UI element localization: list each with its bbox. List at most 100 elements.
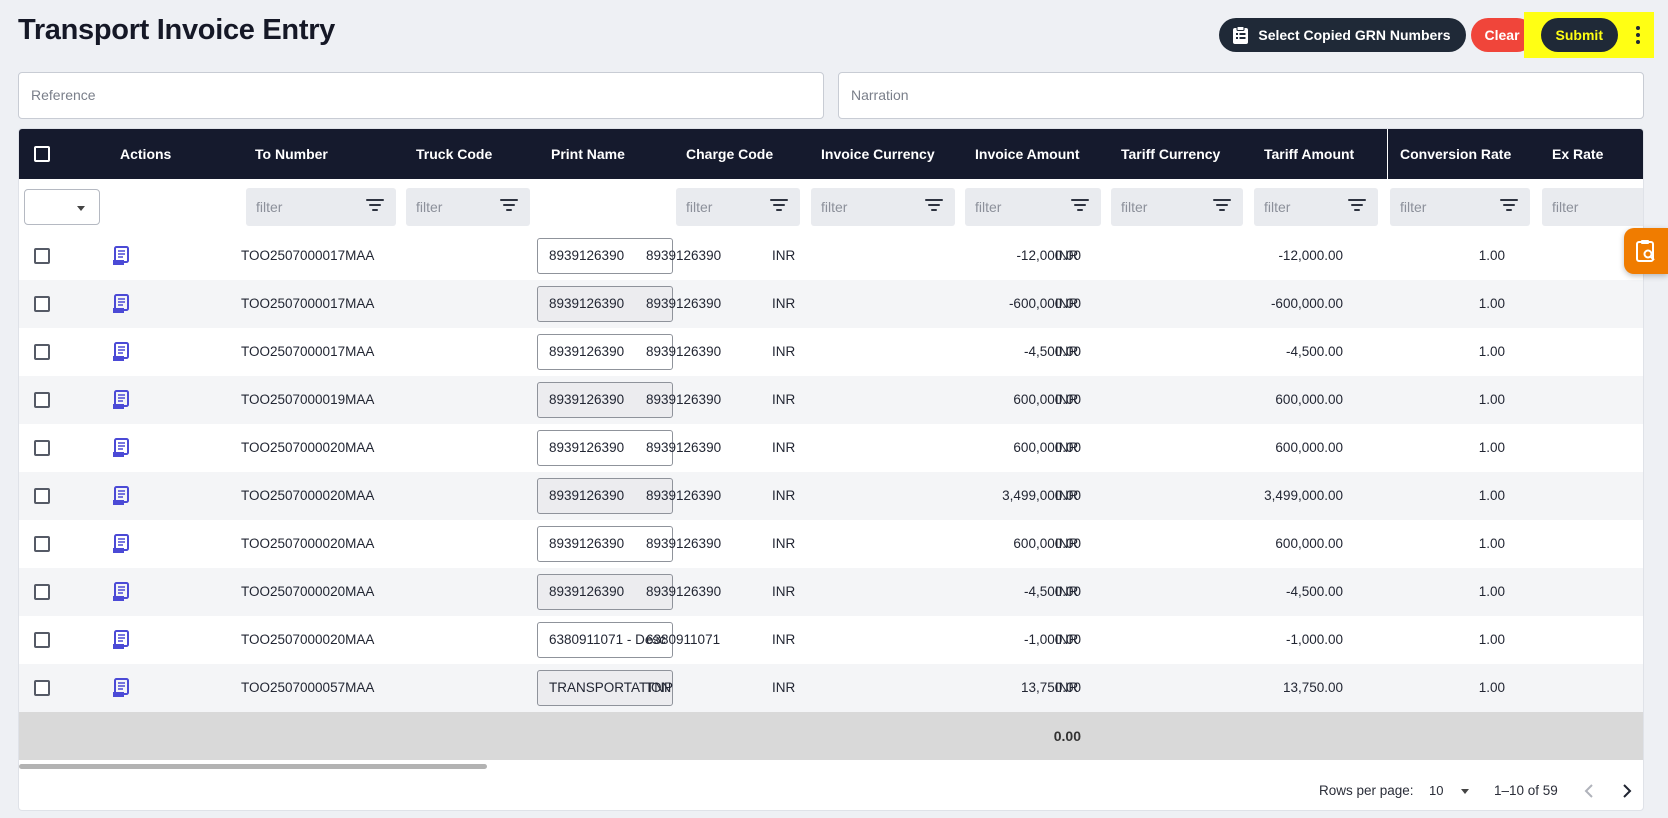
- cell-tariff-currency: INR: [1055, 344, 1079, 359]
- select-copied-grn-button[interactable]: Select Copied GRN Numbers: [1219, 18, 1466, 52]
- cell-tariff-amount: 600,000.00: [1275, 536, 1343, 551]
- print-name-input[interactable]: 6380911071 - Desc: [537, 622, 673, 658]
- column-header-to-number[interactable]: To Number: [255, 146, 328, 162]
- invoice-document-icon[interactable]: [112, 390, 130, 410]
- print-name-input[interactable]: 8939126390: [537, 478, 673, 514]
- cell-to-number: TOO2507000019MAA: [241, 392, 375, 407]
- cell-conversion-rate: 1.00: [1478, 488, 1505, 503]
- table-row: TRANSPORTATION TOO2507000057MAA TNP INR 13,7…: [19, 664, 1643, 712]
- invoice-document-icon[interactable]: [112, 630, 130, 650]
- cell-invoice-currency: INR: [772, 296, 796, 311]
- row-checkbox[interactable]: [34, 344, 50, 360]
- invoice-document-icon[interactable]: [112, 438, 130, 458]
- cell-invoice-amount: 3,499,000.00: [1002, 488, 1081, 503]
- horizontal-scrollbar[interactable]: [19, 762, 1643, 770]
- cell-to-number: TOO2507000020MAA: [241, 632, 375, 647]
- print-name-input[interactable]: TRANSPORTATION: [537, 670, 673, 706]
- filter-tariff-amount[interactable]: filter: [1254, 188, 1378, 226]
- column-header-tariff-currency[interactable]: Tariff Currency: [1121, 146, 1221, 162]
- filter-conversion-rate[interactable]: filter: [1390, 188, 1530, 226]
- scrollbar-thumb[interactable]: [19, 764, 487, 769]
- filter-placeholder: filter: [1121, 199, 1148, 215]
- filter-invoice-currency[interactable]: filter: [811, 188, 955, 226]
- print-name-input[interactable]: 8939126390: [537, 382, 673, 418]
- cell-conversion-rate: 1.00: [1478, 584, 1505, 599]
- column-header-ex-rate[interactable]: Ex Rate: [1552, 146, 1604, 162]
- row-checkbox[interactable]: [34, 488, 50, 504]
- invoice-document-icon[interactable]: [112, 486, 130, 506]
- column-header-conversion-rate[interactable]: Conversion Rate: [1400, 146, 1512, 162]
- column-header-actions[interactable]: Actions: [120, 146, 172, 162]
- row-checkbox[interactable]: [34, 632, 50, 648]
- invoice-document-icon[interactable]: [112, 294, 130, 314]
- print-name-input[interactable]: 8939126390: [537, 430, 673, 466]
- invoice-document-icon[interactable]: [112, 246, 130, 266]
- grid-total-row: 0.00: [19, 712, 1643, 760]
- cell-ex-rate: 1.0: [1519, 280, 1643, 328]
- print-name-input[interactable]: 8939126390: [537, 238, 673, 274]
- filter-placeholder: filter: [256, 199, 283, 215]
- row-checkbox[interactable]: [34, 440, 50, 456]
- column-header-tariff-amount[interactable]: Tariff Amount: [1264, 146, 1355, 162]
- table-row: 8939126390 TOO2507000017MAA 8939126390 INR -…: [19, 280, 1643, 328]
- filter-icon[interactable]: [500, 199, 518, 213]
- filter-placeholder: filter: [1264, 199, 1291, 215]
- row-checkbox[interactable]: [34, 296, 50, 312]
- invoice-document-icon[interactable]: [112, 342, 130, 362]
- filter-to-number[interactable]: filter: [246, 188, 396, 226]
- more-vertical-icon[interactable]: [1630, 18, 1646, 52]
- clipboard-search-fab[interactable]: [1624, 228, 1668, 274]
- column-header-invoice-currency[interactable]: Invoice Currency: [821, 146, 935, 162]
- column-header-invoice-amount[interactable]: Invoice Amount: [975, 146, 1080, 162]
- cell-invoice-amount: -4,500.00: [1023, 584, 1081, 599]
- reference-field[interactable]: Reference: [18, 72, 824, 119]
- row-checkbox[interactable]: [34, 584, 50, 600]
- next-page-icon[interactable]: [1617, 782, 1635, 800]
- column-header-truck-code[interactable]: Truck Code: [416, 146, 493, 162]
- cell-to-number: TOO2507000017MAA: [241, 248, 375, 263]
- invoice-document-icon[interactable]: [112, 534, 130, 554]
- select-all-checkbox[interactable]: [34, 146, 50, 162]
- print-name-input[interactable]: 8939126390: [537, 286, 673, 322]
- row-checkbox[interactable]: [34, 392, 50, 408]
- filter-tariff-currency[interactable]: filter: [1111, 188, 1243, 226]
- filter-icon[interactable]: [1213, 199, 1231, 213]
- cell-tariff-amount: 600,000.00: [1275, 392, 1343, 407]
- previous-page-icon[interactable]: [1581, 782, 1599, 800]
- filter-placeholder: filter: [975, 199, 1002, 215]
- row-checkbox[interactable]: [34, 248, 50, 264]
- filter-ex-rate[interactable]: filter: [1542, 188, 1643, 226]
- submit-button[interactable]: Submit: [1540, 18, 1618, 52]
- filter-invoice-amount[interactable]: filter: [965, 188, 1101, 226]
- column-header-charge-code[interactable]: Charge Code: [686, 146, 774, 162]
- cell-charge-code: 8939126390: [646, 584, 722, 599]
- filter-charge-code[interactable]: filter: [676, 188, 800, 226]
- cell-invoice-currency: INR: [772, 248, 796, 263]
- clear-button[interactable]: Clear: [1470, 18, 1534, 52]
- filter-icon[interactable]: [770, 199, 788, 213]
- row-checkbox[interactable]: [34, 536, 50, 552]
- row-select-dropdown[interactable]: [24, 189, 100, 225]
- cell-conversion-rate: 1.00: [1478, 632, 1505, 647]
- filter-icon[interactable]: [366, 199, 384, 213]
- narration-field[interactable]: Narration: [838, 72, 1644, 119]
- invoice-document-icon[interactable]: [112, 582, 130, 602]
- table-row: 8939126390 TOO2507000020MAA 8939126390 INR -…: [19, 568, 1643, 616]
- cell-tariff-currency: INR: [1055, 584, 1079, 599]
- cell-invoice-currency: INR: [772, 440, 796, 455]
- print-name-input[interactable]: 8939126390: [537, 334, 673, 370]
- print-name-input[interactable]: 8939126390: [537, 574, 673, 610]
- cell-ex-rate: 1.0: [1519, 616, 1643, 664]
- print-name-input[interactable]: 8939126390: [537, 526, 673, 562]
- column-header-print-name[interactable]: Print Name: [551, 146, 625, 162]
- row-checkbox[interactable]: [34, 680, 50, 696]
- invoice-document-icon[interactable]: [112, 678, 130, 698]
- filter-icon[interactable]: [1348, 199, 1366, 213]
- filter-icon[interactable]: [925, 199, 943, 213]
- cell-invoice-amount: 600,000.00: [1013, 536, 1081, 551]
- filter-truck-code[interactable]: filter: [406, 188, 530, 226]
- rows-per-page-select[interactable]: 10: [1429, 782, 1469, 800]
- filter-icon[interactable]: [1071, 199, 1089, 213]
- filter-icon[interactable]: [1500, 199, 1518, 213]
- pagination-footer: Rows per page: 10 1–10 of 59: [19, 770, 1643, 810]
